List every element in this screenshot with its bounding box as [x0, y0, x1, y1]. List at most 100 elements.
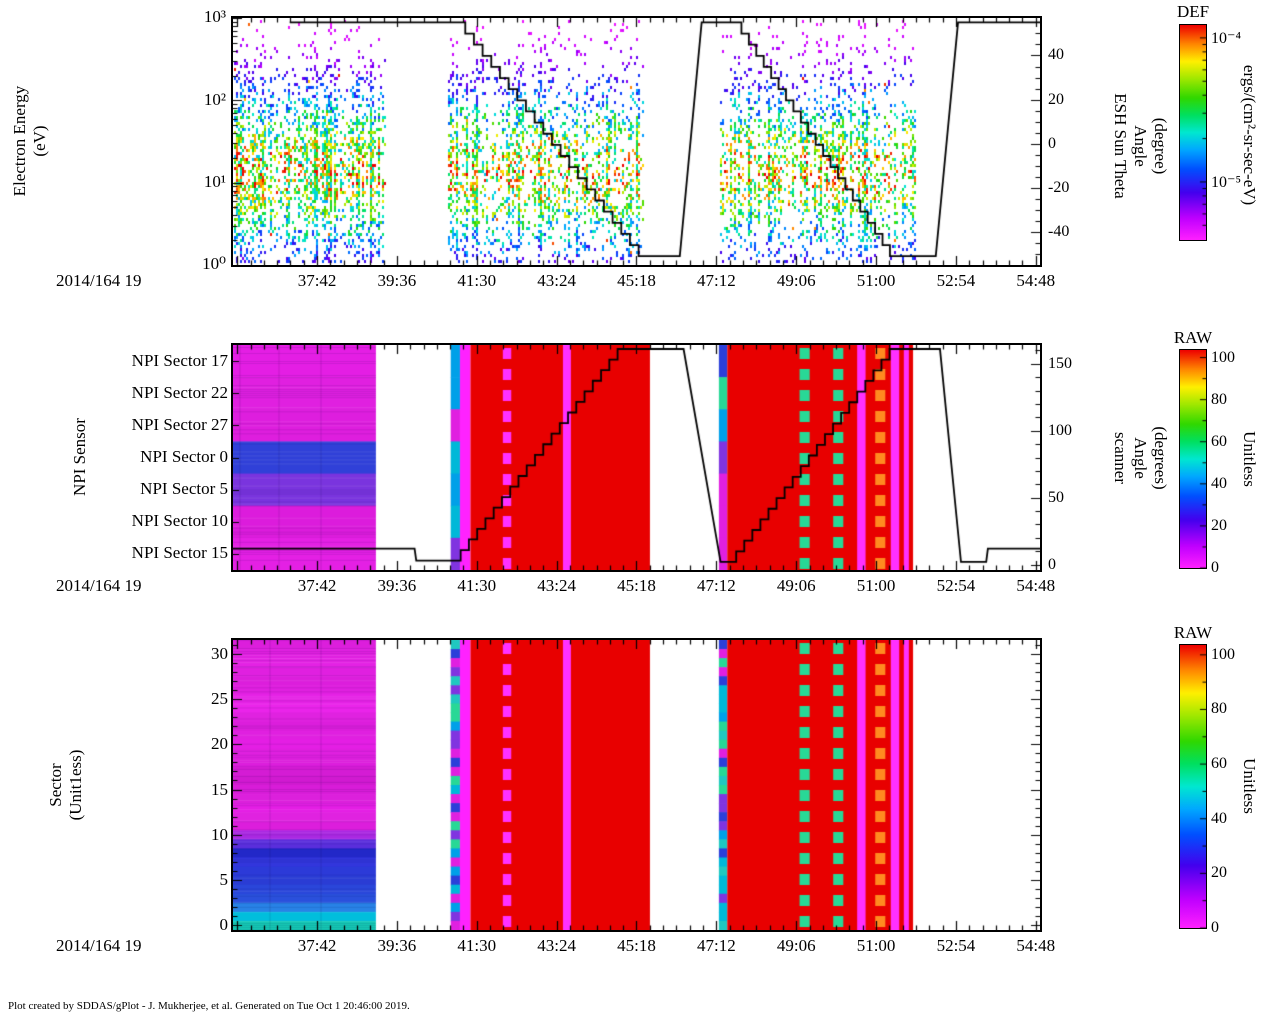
y-axis-title-line: (eV)	[30, 125, 49, 157]
y-tick-label: 25	[211, 688, 228, 708]
row-label-npi-17: NPI Sector 17	[131, 351, 228, 370]
colorbar-tick-label: 40	[1211, 474, 1227, 492]
right-axis-title-line: Angle	[1131, 437, 1150, 479]
x-tick-label: 45:18	[617, 576, 656, 595]
right-axis-tick-label: 0	[1048, 555, 1056, 573]
colorbar-tick-label: 0	[1211, 919, 1219, 936]
x-tick-label: 47:12	[696, 576, 736, 595]
y-tick-label: 20	[211, 734, 228, 754]
row-label-npi-27: NPI Sector 27	[131, 415, 228, 434]
x-tick-label: 37:42	[297, 936, 337, 955]
panel-electron-energy	[231, 16, 1042, 267]
y-tick-1e1: 10¹	[203, 172, 226, 191]
x-tick-label: 39:36	[377, 271, 417, 290]
colorbar-tick-label: 100	[1211, 645, 1235, 663]
y-tick-label: 0	[219, 915, 229, 935]
colorbar-raw1-frame	[1179, 349, 1207, 569]
x-axis-date-label-2: 2014/164 19	[56, 576, 142, 595]
x-tick-label: 49:06	[776, 936, 816, 955]
x-tick-label: 51:00	[856, 576, 896, 595]
row-label-npi-5: NPI Sector 5	[140, 479, 228, 498]
y-tick-label: 15	[211, 779, 228, 799]
y-tick-1e2: 10²	[203, 90, 226, 109]
colorbar-def-tick-1e-5: 10⁻⁵	[1211, 174, 1242, 191]
y-axis-title-line: (Unit1ess)	[66, 749, 85, 821]
x-tick-label: 43:24	[537, 936, 576, 955]
colorbar-raw1-gradient	[1180, 350, 1206, 568]
colorbar-raw2-frame	[1179, 644, 1207, 929]
colorbar-title-def: DEF	[1176, 2, 1210, 21]
right-axis-title-line: (degree)	[1151, 117, 1170, 175]
y-axis-title-line: NPI Sensor	[70, 418, 89, 496]
x-tick-label: 41:30	[457, 936, 497, 955]
x-tick-label: 52:54	[936, 271, 976, 290]
colorbar-tick-label: 80	[1211, 390, 1227, 408]
colorbar-tick-label: 80	[1211, 700, 1227, 718]
colorbar-def-frame	[1179, 24, 1207, 241]
x-tick-label: 47:12	[696, 271, 736, 290]
colorbar-tick-label: 40	[1211, 809, 1227, 827]
colorbar-def-tick-1e-4: 10⁻⁴	[1211, 30, 1242, 47]
right-axis-tick-label: -40	[1048, 222, 1070, 240]
x-tick-label: 43:24	[537, 576, 576, 595]
x-tick-label: 52:54	[936, 576, 976, 595]
x-tick-label: 54:48	[1016, 271, 1056, 290]
row-label-npi-0: NPI Sector 0	[140, 447, 228, 466]
right-axis-title-sun-theta: (degree) Angle ESH Sun Theta	[1110, 93, 1170, 198]
x-tick-label: 49:06	[776, 271, 816, 290]
colorbar-title-raw1: RAW	[1173, 328, 1213, 347]
row-label-npi-22: NPI Sector 22	[131, 383, 228, 402]
npi-sensor-heatmap-canvas	[233, 345, 1040, 570]
x-tick-label: 41:30	[457, 576, 497, 595]
right-axis-tick-label: 150	[1048, 354, 1072, 372]
x-tick-label: 41:30	[457, 271, 497, 290]
right-axis-tick-label: -20	[1048, 178, 1070, 196]
y-axis-title-npi-sensor: NPI Sensor	[70, 418, 90, 496]
x-tick-label: 51:00	[856, 936, 896, 955]
colorbar-tick-label: 60	[1211, 755, 1227, 773]
right-axis-title-line: ESH Sun Theta	[1111, 93, 1130, 199]
colorbar-def-gradient	[1180, 25, 1206, 240]
x-tick-label: 54:48	[1016, 576, 1056, 595]
sector-heatmap-canvas	[233, 640, 1040, 930]
right-axis-tick-label: 0	[1048, 134, 1056, 152]
x-tick-label: 43:24	[537, 271, 576, 290]
x-tick-label: 45:18	[617, 936, 656, 955]
y-tick-1e0: 10⁰	[202, 254, 226, 273]
right-axis-tick-label: 50	[1048, 488, 1064, 506]
y-tick-label: 5	[219, 870, 229, 890]
x-tick-label: 49:06	[776, 576, 816, 595]
footer-credit: Plot created by SDDAS/gPlot - J. Mukherj…	[8, 1000, 410, 1012]
x-tick-label: 47:12	[696, 936, 736, 955]
x-axis-date-label-1: 2014/164 19	[56, 271, 142, 290]
colorbar-tick-label: 60	[1211, 432, 1227, 450]
right-axis-title-line: (degrees)	[1151, 426, 1170, 490]
x-tick-label: 37:42	[297, 271, 337, 290]
colorbar-tick-label: 20	[1211, 516, 1227, 534]
x-tick-label: 54:48	[1016, 936, 1056, 955]
right-axis-tick-label: 20	[1048, 90, 1064, 108]
x-tick-label: 52:54	[936, 936, 976, 955]
y-axis-title-line: Sector	[46, 763, 65, 807]
colorbar-units-def: ergs/(cm²-sr-sec-eV)	[1240, 64, 1259, 206]
row-label-npi-10: NPI Sector 10	[131, 511, 228, 530]
y-tick-label: 10	[211, 824, 228, 844]
panel-sector	[231, 638, 1042, 932]
y-tick-label: 30	[211, 643, 228, 663]
electron-energy-spectrogram-canvas	[233, 18, 1040, 265]
right-axis-tick-label: 100	[1048, 421, 1072, 439]
x-axis-date-label-3: 2014/164 19	[56, 936, 142, 955]
colorbar-tick-label: 0	[1211, 559, 1219, 576]
x-tick-label: 51:00	[856, 271, 896, 290]
colorbar-raw2-gradient	[1180, 645, 1206, 928]
x-tick-label: 39:36	[377, 576, 417, 595]
colorbar-title-raw2: RAW	[1173, 623, 1213, 642]
colorbar-tick-label: 20	[1211, 864, 1227, 882]
x-tick-label: 39:36	[377, 936, 417, 955]
x-tick-label: 45:18	[617, 271, 656, 290]
right-axis-title-scanner-angle: (degrees) Angle scanner	[1110, 426, 1170, 489]
right-axis-title-line: Angle	[1131, 125, 1150, 167]
right-axis-title-line: scanner	[1111, 432, 1130, 484]
y-axis-title-sector: Sector (Unit1ess)	[46, 750, 86, 821]
